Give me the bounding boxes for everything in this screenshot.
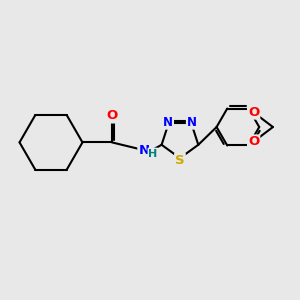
Text: N: N xyxy=(138,143,149,157)
Text: O: O xyxy=(248,135,259,148)
Text: N: N xyxy=(163,116,173,129)
Text: O: O xyxy=(106,110,118,122)
Text: S: S xyxy=(175,154,185,167)
Text: H: H xyxy=(148,148,158,159)
Text: N: N xyxy=(187,116,197,129)
Text: O: O xyxy=(248,106,259,118)
